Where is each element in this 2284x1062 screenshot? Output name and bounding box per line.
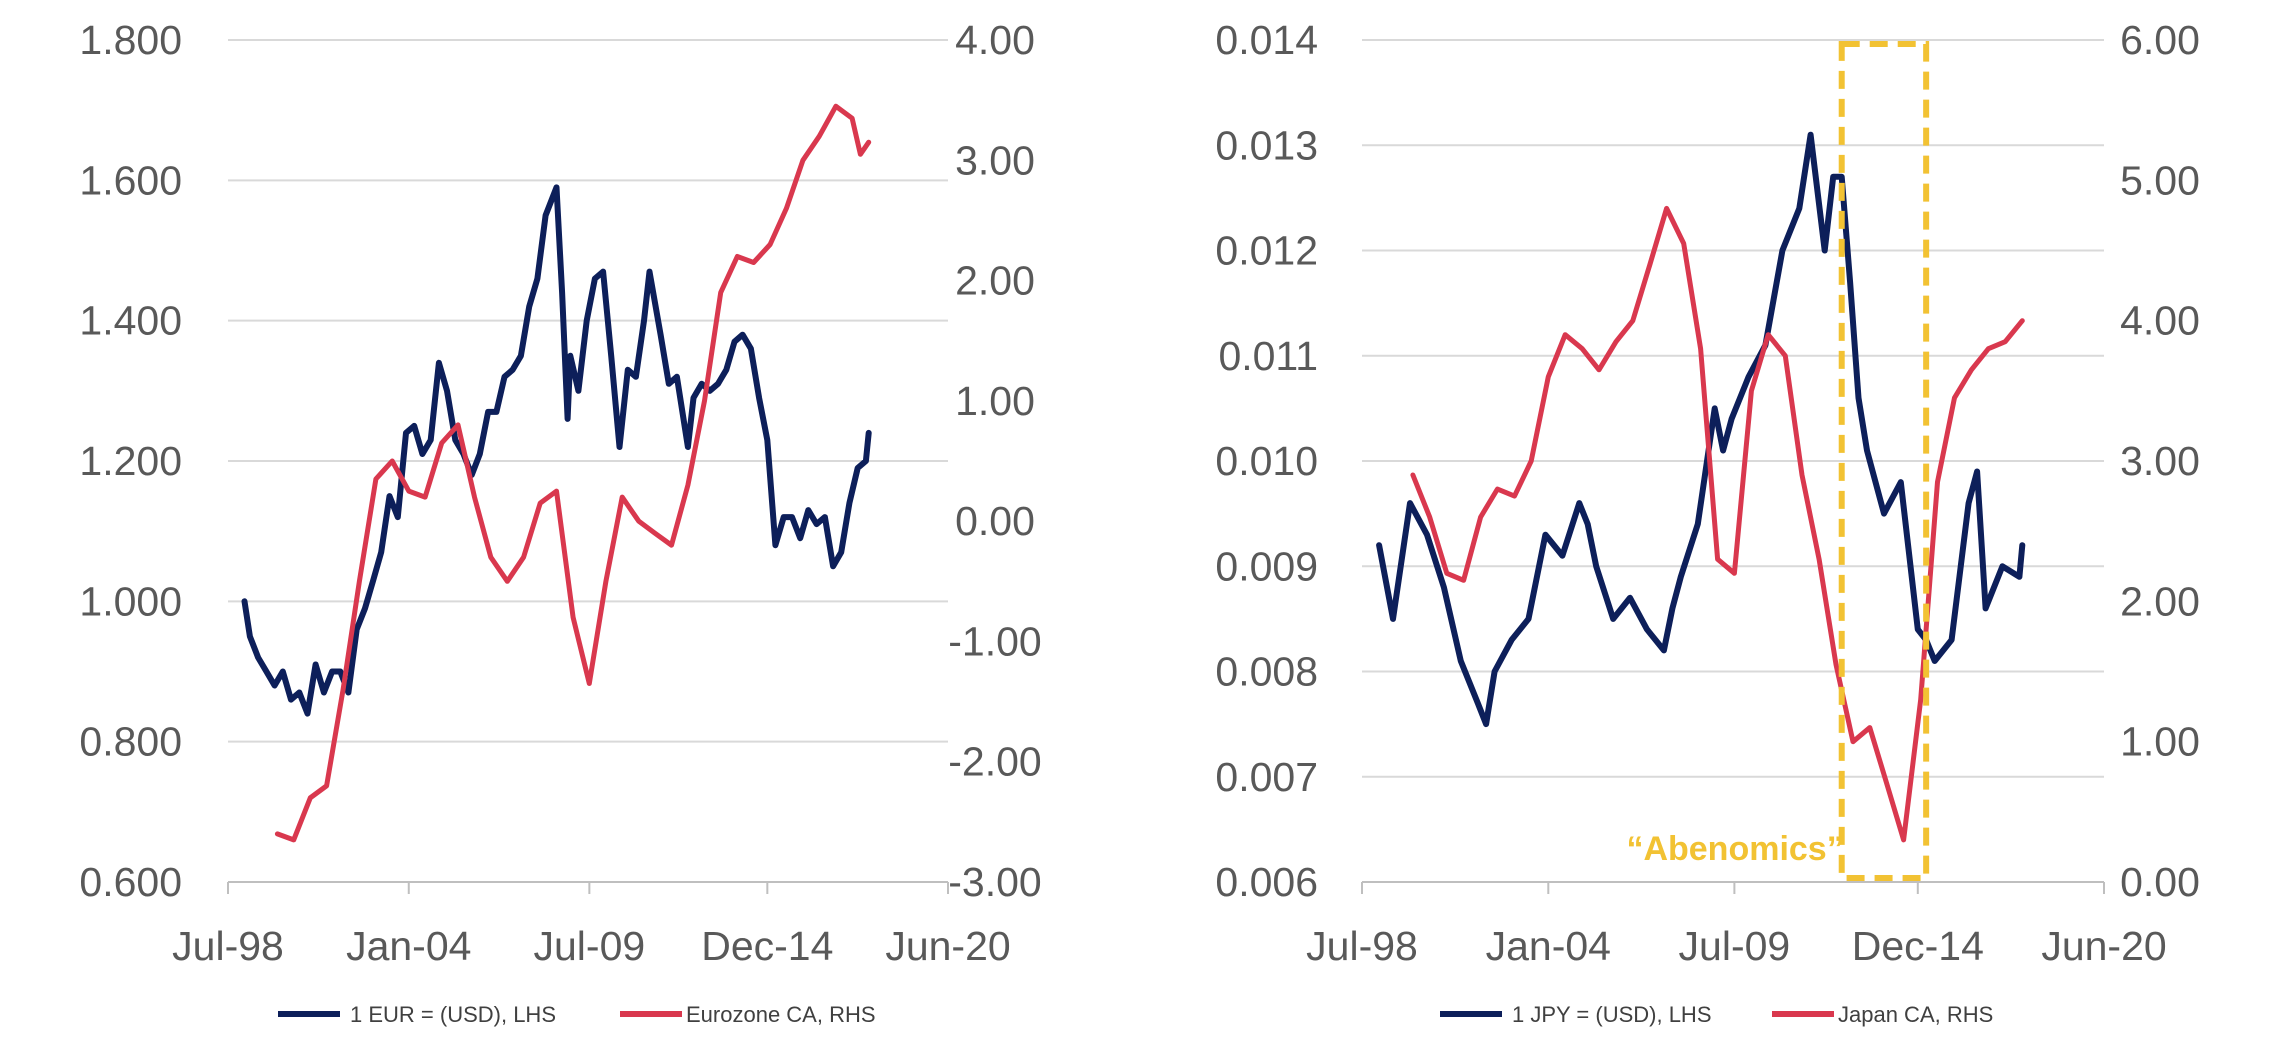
legend-label: 1 JPY = (USD), LHS <box>1512 1002 1712 1027</box>
y-left-tick-label: 0.010 <box>1215 438 1318 484</box>
y-left-tick-label: 0.800 <box>79 719 182 765</box>
y-left-tick-label: 0.007 <box>1215 754 1318 800</box>
y-right-tick-label: 2.00 <box>2120 578 2200 624</box>
x-tick-label: Jan-04 <box>1486 923 1611 969</box>
y-left-tick-label: 0.008 <box>1215 649 1318 695</box>
y-right-tick-label: 5.00 <box>2120 157 2200 203</box>
y-left-tick-label: 0.009 <box>1215 543 1318 589</box>
y-right-tick-label: 4.00 <box>2120 298 2200 344</box>
y-right-tick-label: 4.00 <box>955 17 1035 63</box>
y-left-tick-label: 1.400 <box>79 298 182 344</box>
y-left-tick-label: 1.600 <box>79 157 182 203</box>
current-account-series-line <box>1410 205 2025 843</box>
y-left-tick-label: 0.006 <box>1215 859 1318 905</box>
x-tick-label: Dec-14 <box>1852 923 1984 969</box>
y-left-tick-label: 0.012 <box>1215 228 1318 274</box>
legend-label: Japan CA, RHS <box>1838 1002 1993 1027</box>
fx-rate-series-line <box>241 184 872 717</box>
y-left-tick-label: 1.000 <box>79 578 182 624</box>
y-right-tick-label: -2.00 <box>948 739 1041 785</box>
abenomics-highlight-box <box>1838 41 1930 881</box>
legend-label: 1 EUR = (USD), LHS <box>350 1002 556 1027</box>
y-right-tick-label: -3.00 <box>948 859 1041 905</box>
current-account-series-line <box>274 103 872 843</box>
x-tick-label: Jul-09 <box>534 923 646 969</box>
y-left-tick-label: 0.600 <box>79 859 182 905</box>
y-right-tick-label: 3.00 <box>2120 438 2200 484</box>
y-right-tick-label: 3.00 <box>955 137 1035 183</box>
y-right-tick-label: 1.00 <box>2120 719 2200 765</box>
x-tick-label: Jul-09 <box>1679 923 1791 969</box>
jpy-usd-chart: 0.006 0.007 0.008 0.009 0.010 0.011 0.012 0.013… <box>1215 17 2200 1027</box>
x-tick-label: Jul-98 <box>172 923 284 969</box>
eur-usd-chart: 0.600 0.800 1.000 1.200 1.400 1.600 1.800 -3.00… <box>79 17 1041 1027</box>
x-tick-label: Dec-14 <box>701 923 833 969</box>
y-right-tick-label: -1.00 <box>948 618 1041 664</box>
x-tick-label: Jun-20 <box>885 923 1010 969</box>
abenomics-label: “Abenomics” <box>1626 830 1843 868</box>
y-right-tick-label: 1.00 <box>955 378 1035 424</box>
y-left-tick-label: 0.013 <box>1215 122 1318 168</box>
x-tick-label: Jun-20 <box>2041 923 2166 969</box>
x-tick-label: Jan-04 <box>346 923 471 969</box>
y-left-tick-label: 0.011 <box>1218 333 1318 379</box>
legend-label: Eurozone CA, RHS <box>686 1002 876 1027</box>
y-right-tick-label: 6.00 <box>2120 17 2200 63</box>
y-right-tick-label: 0.00 <box>955 498 1035 544</box>
y-left-tick-label: 1.200 <box>79 438 182 484</box>
y-left-tick-label: 0.014 <box>1215 17 1318 63</box>
y-right-tick-label: 2.00 <box>955 258 1035 304</box>
y-right-tick-label: 0.00 <box>2120 859 2200 905</box>
y-left-tick-label: 1.800 <box>79 17 182 63</box>
x-tick-label: Jul-98 <box>1306 923 1418 969</box>
